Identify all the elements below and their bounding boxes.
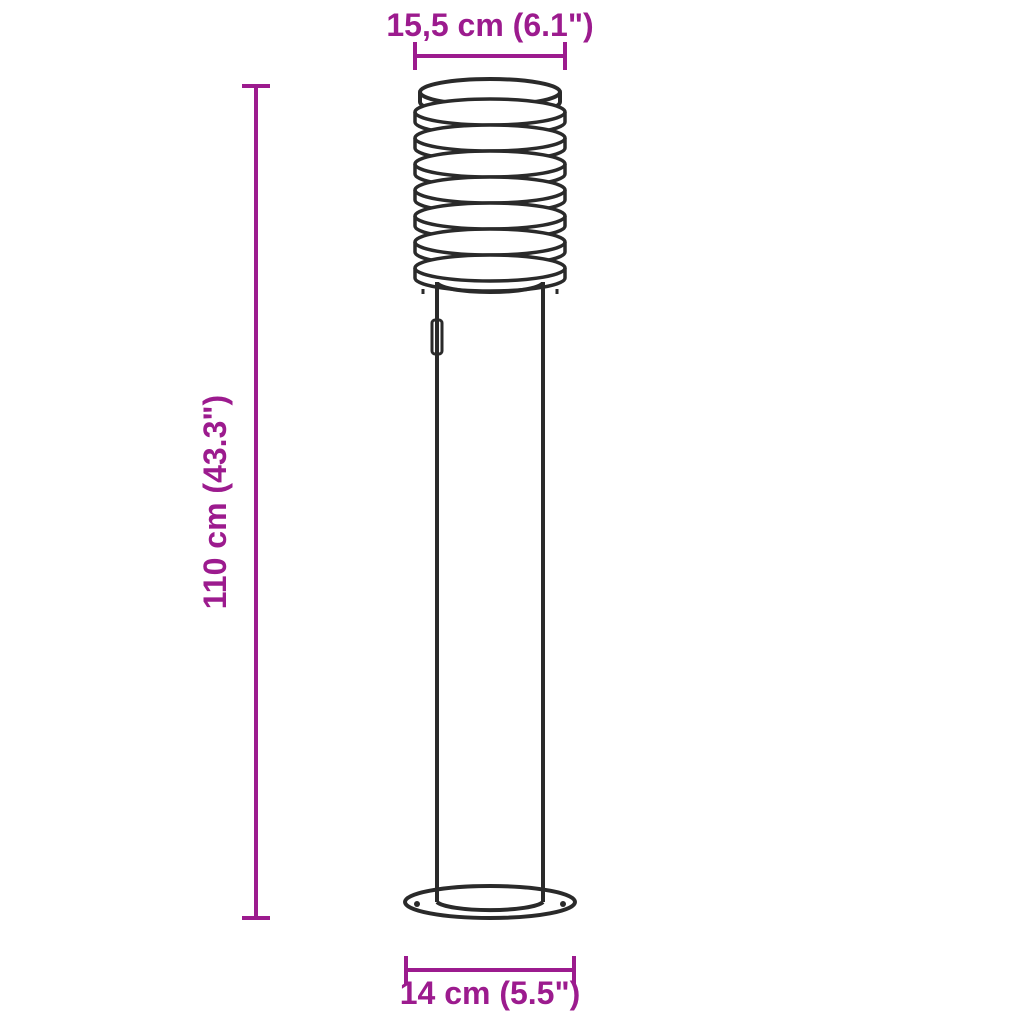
louver-ring (415, 99, 565, 125)
lamp-outline (405, 79, 575, 918)
louver-ring (415, 203, 565, 229)
base-plate (405, 886, 575, 918)
dimension-diagram: 15,5 cm (6.1") 110 cm (43.3") 14 cm (5.5") (0, 0, 1024, 1024)
louver-ring (415, 177, 565, 203)
dimension-vertical: 110 cm (43.3") (197, 86, 270, 918)
dimension-horizontal: 14 cm (5.5") (400, 956, 581, 1011)
louver-ring (415, 151, 565, 177)
dimension-label: 15,5 cm (6.1") (386, 7, 593, 43)
screw-dot (414, 901, 420, 907)
dimension-label: 14 cm (5.5") (400, 975, 581, 1011)
pole-top-arc (437, 282, 543, 292)
louver-ring (415, 125, 565, 151)
louver-ring (415, 255, 565, 281)
dimension-horizontal: 15,5 cm (6.1") (386, 7, 593, 70)
dimension-label: 110 cm (43.3") (197, 395, 233, 609)
pole-bottom-arc (437, 902, 543, 910)
louver-ring (415, 229, 565, 255)
screw-dot (560, 901, 566, 907)
